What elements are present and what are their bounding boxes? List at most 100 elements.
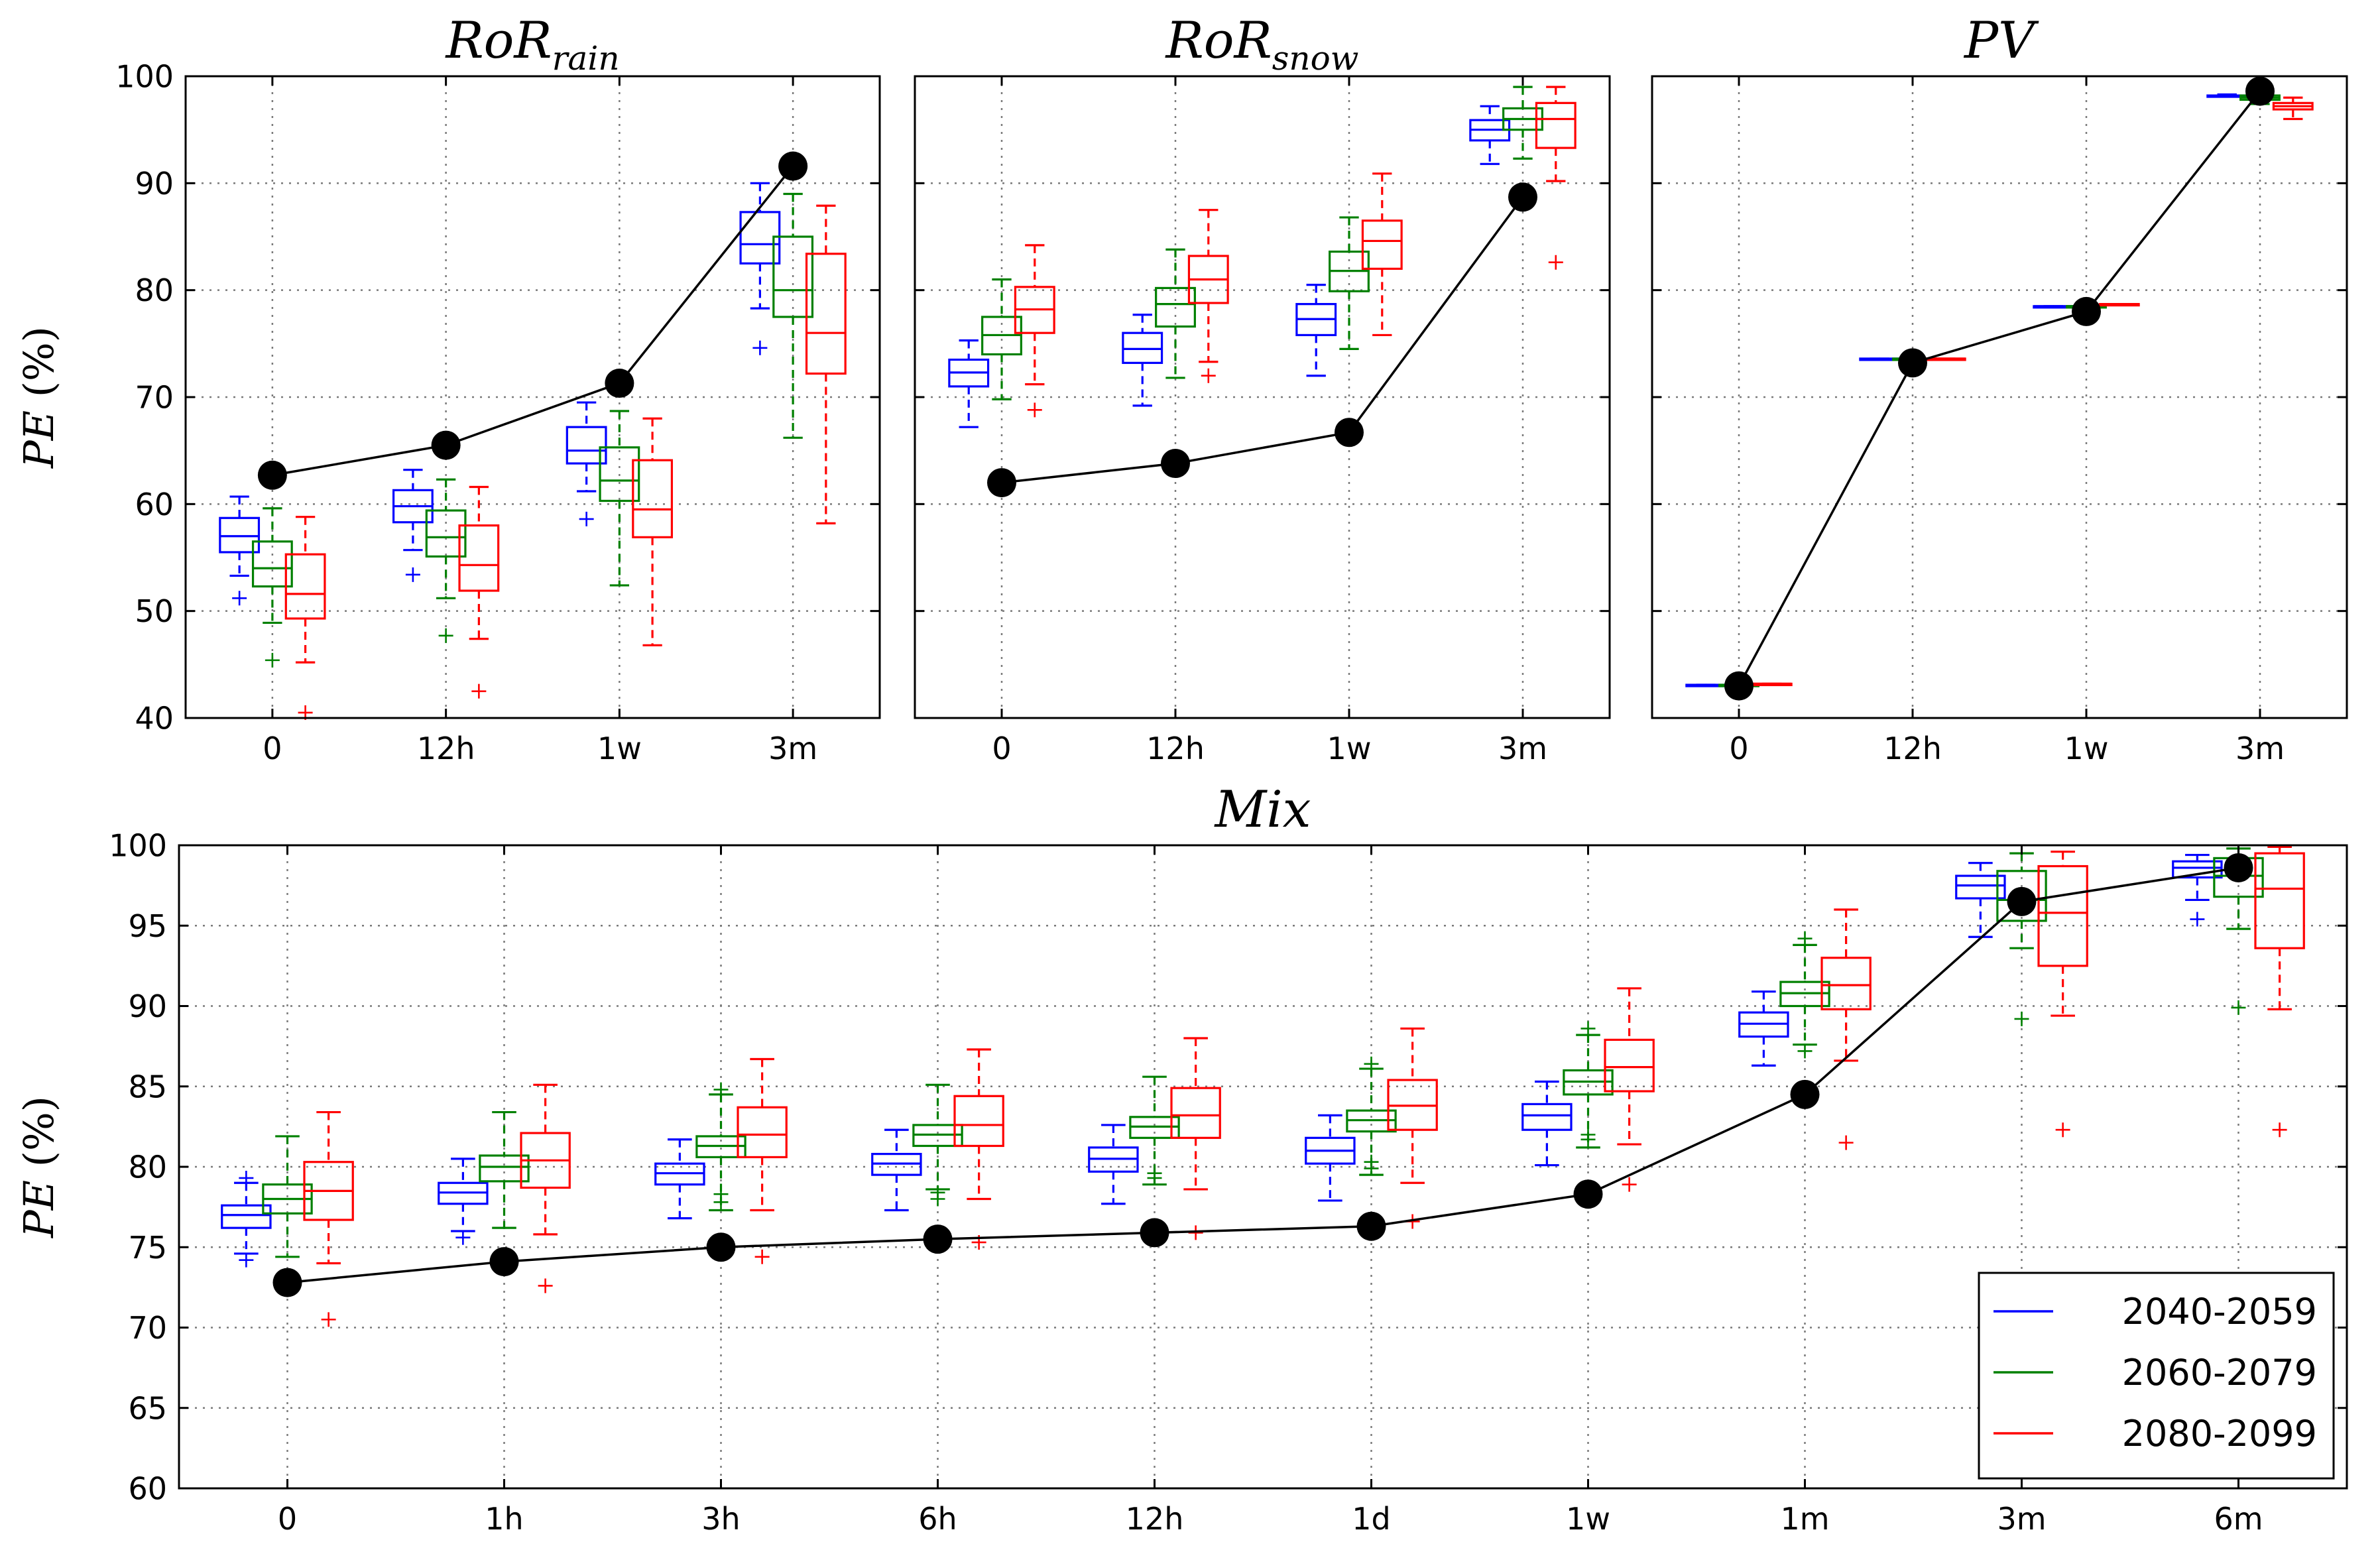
legend-label: 2060-2079 bbox=[2122, 1352, 2317, 1394]
panel-0: 40 50 60 70 80 90 100 0 12h 1w 3m RoRrain PE (%) bbox=[15, 11, 881, 766]
box-iqr bbox=[1155, 286, 1196, 328]
box-2040-2059-12h bbox=[392, 469, 434, 582]
observed-point bbox=[2007, 886, 2037, 916]
box-2080-2099-3m bbox=[1535, 86, 1577, 270]
box-2060-2079-12h bbox=[1155, 248, 1196, 379]
panel-title-sub: snow bbox=[1272, 39, 1359, 78]
box-2080-2099-1d bbox=[1387, 1027, 1438, 1229]
box-2080-2099-0 bbox=[1014, 244, 1055, 418]
box-iqr bbox=[221, 1204, 272, 1229]
flier bbox=[1797, 931, 1813, 946]
observed-point bbox=[1161, 449, 1190, 479]
flier bbox=[2190, 912, 2205, 927]
observed-point bbox=[1724, 671, 1754, 701]
box-iqr bbox=[219, 516, 261, 554]
box-2040-2059-12h bbox=[1088, 1124, 1139, 1205]
flier bbox=[455, 1230, 471, 1245]
y-axis-label: PE (%) bbox=[15, 326, 63, 469]
box-iqr bbox=[632, 459, 674, 538]
ytick-label: 60 bbox=[135, 487, 174, 522]
panel-title: RoRsnow bbox=[1165, 11, 1359, 78]
flier bbox=[1147, 1165, 1162, 1181]
xtick-label: 1w bbox=[1327, 731, 1372, 766]
xtick-label: 6h bbox=[918, 1501, 957, 1537]
flier bbox=[438, 628, 453, 643]
observed-point bbox=[1508, 182, 1537, 212]
xtick-label: 1d bbox=[1352, 1501, 1390, 1537]
box-iqr bbox=[251, 540, 293, 588]
box-iqr bbox=[479, 1154, 530, 1183]
box-2080-2099-1h bbox=[520, 1083, 571, 1293]
box-2080-2099-1w bbox=[2098, 303, 2140, 307]
xtick-label: 1w bbox=[2064, 731, 2109, 766]
legend-box bbox=[1978, 1272, 2335, 1480]
flier bbox=[2272, 1122, 2287, 1138]
observed-point bbox=[1140, 1218, 1169, 1248]
box-iqr bbox=[599, 446, 640, 503]
box-iqr bbox=[1361, 219, 1403, 270]
panel-title-main: RoR bbox=[1165, 11, 1272, 70]
box-iqr bbox=[1122, 331, 1163, 364]
y-axis-label-unit: (%) bbox=[15, 1096, 63, 1180]
box-2080-2099-12h bbox=[1925, 357, 1966, 361]
y-axis-label-var: PE bbox=[15, 410, 63, 469]
panel-3: 60 65 70 75 80 85 90 95 100 0 1h 3h 6h 12h 1d 1w 1m 3m 6m M… bbox=[15, 780, 2348, 1537]
box-2080-2099-1m bbox=[1820, 908, 1872, 1150]
box-2080-2099-0 bbox=[303, 1110, 354, 1327]
flier bbox=[930, 1185, 945, 1200]
flier bbox=[239, 1170, 254, 1185]
observed-point bbox=[923, 1224, 953, 1254]
box-2080-2099-3h bbox=[737, 1057, 788, 1264]
xtick-label: 6m bbox=[2214, 1501, 2263, 1537]
box-iqr bbox=[1535, 101, 1577, 149]
xtick-label: 0 bbox=[992, 731, 1011, 766]
box-2080-2099-0 bbox=[284, 516, 326, 720]
ytick-label: 70 bbox=[135, 380, 174, 416]
panel-title-main: Mix bbox=[1214, 780, 1311, 839]
observed-point bbox=[2224, 853, 2253, 882]
box-2080-2099-3m bbox=[2037, 851, 2088, 1138]
xtick-label: 12h bbox=[1146, 731, 1205, 766]
box-2040-2059-6h bbox=[871, 1128, 922, 1212]
ytick-label: 100 bbox=[109, 828, 167, 864]
box-iqr bbox=[1820, 957, 1872, 1010]
observed-point bbox=[257, 460, 287, 490]
xtick-label: 1w bbox=[1566, 1501, 1610, 1537]
flier bbox=[471, 684, 487, 699]
box-iqr bbox=[2254, 852, 2305, 949]
xtick-label: 3h bbox=[701, 1501, 740, 1537]
box-2080-2099-3m bbox=[2272, 96, 2314, 121]
box-2080-2099-12h bbox=[458, 485, 500, 699]
ytick-label: 70 bbox=[128, 1310, 167, 1346]
box-2060-2079-1d bbox=[1346, 1056, 1397, 1176]
xtick-label: 0 bbox=[278, 1501, 297, 1537]
box-iqr bbox=[1604, 1038, 1655, 1093]
box-2040-2059-1h bbox=[438, 1158, 489, 1245]
box-iqr bbox=[425, 509, 467, 558]
box-iqr bbox=[737, 1106, 788, 1159]
observed-line bbox=[1738, 90, 2261, 687]
xtick-label: 12h bbox=[1883, 731, 1942, 766]
ytick-label: 85 bbox=[128, 1069, 167, 1104]
legend-label: 2040-2059 bbox=[2122, 1291, 2317, 1333]
box-iqr bbox=[739, 211, 781, 265]
flier bbox=[1838, 1135, 1854, 1150]
panel-1: 0 12h 1w 3m RoRsnow bbox=[914, 11, 1611, 766]
observed-point bbox=[1790, 1079, 1820, 1109]
xtick-label: 12h bbox=[1126, 1501, 1184, 1537]
legend: 2040-2059 2060-2079 2080-2099 bbox=[1978, 1272, 2335, 1480]
y-axis-label-var: PE bbox=[15, 1180, 63, 1238]
panel-title-sub: rain bbox=[552, 39, 620, 78]
y-axis-label-unit: (%) bbox=[15, 326, 63, 410]
xtick-label: 1m bbox=[1780, 1501, 1829, 1537]
flier bbox=[713, 1082, 729, 1097]
box-2040-2059-12h bbox=[1122, 314, 1163, 407]
ytick-label: 95 bbox=[128, 908, 167, 944]
observed-point bbox=[987, 468, 1016, 498]
xtick-label: 1h bbox=[485, 1501, 523, 1537]
box-iqr bbox=[1521, 1102, 1573, 1131]
panel-title: Mix bbox=[1214, 780, 1311, 839]
flier bbox=[752, 340, 768, 355]
box-2060-2079-1w bbox=[1329, 216, 1370, 351]
box-2060-2079-0 bbox=[981, 278, 1022, 400]
